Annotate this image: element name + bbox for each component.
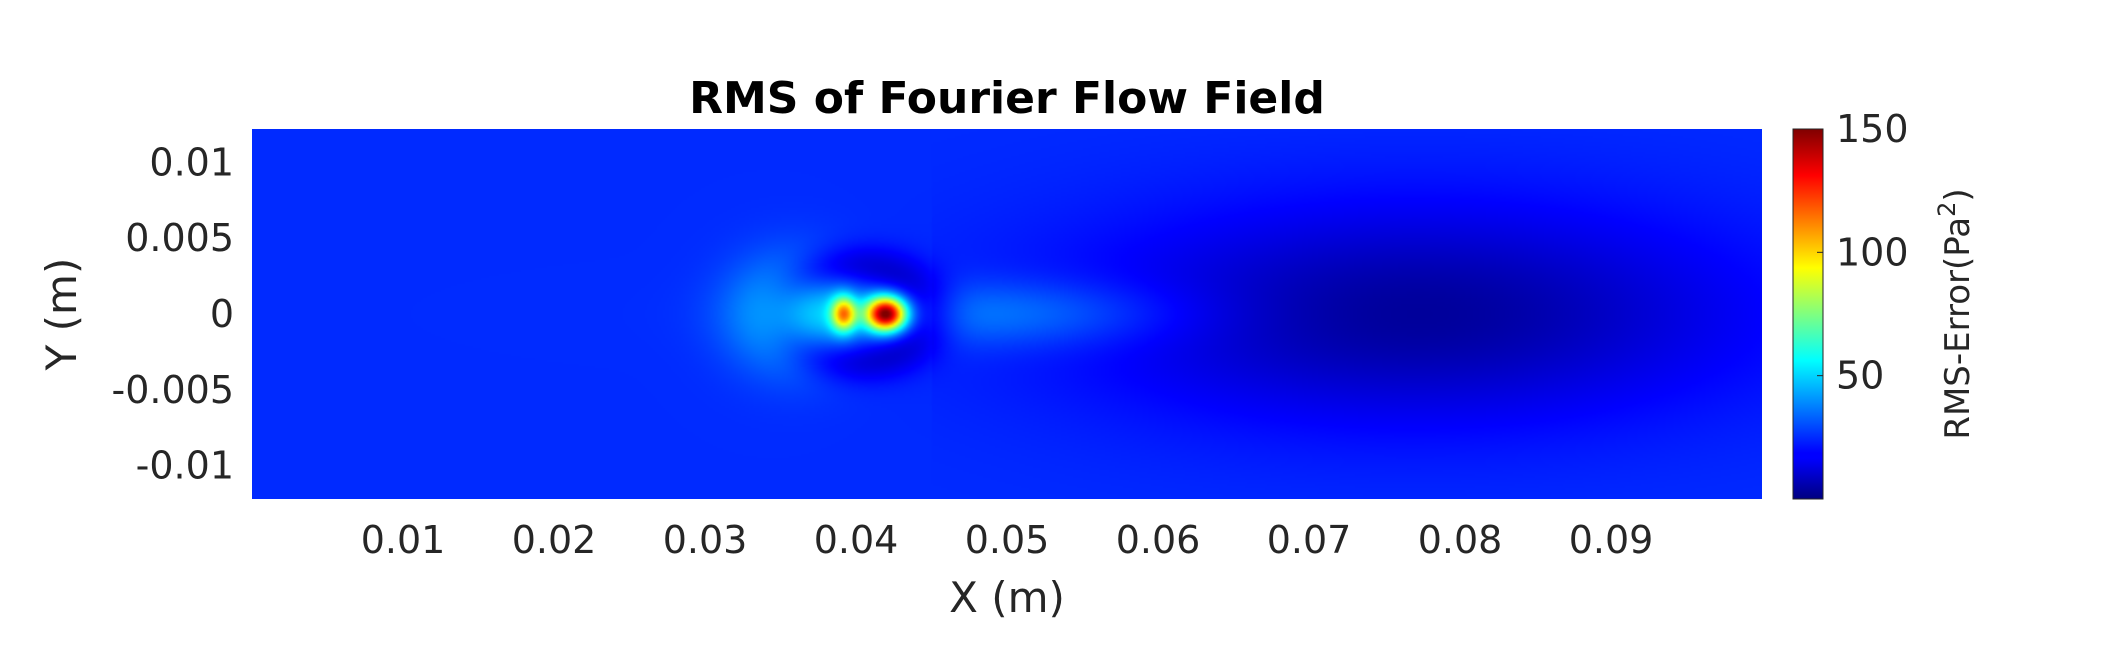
y-axis-label: Y (m) (37, 258, 86, 372)
x-tick-label: 0.06 (1116, 518, 1201, 562)
y-tick-labels: 0.01 0.005 0 -0.005 -0.01 (112, 140, 235, 487)
colorbar-label-superscript: 2 (1933, 202, 1961, 217)
colorbar-ticks: 150 100 50 (1817, 107, 1909, 398)
colorbar-tick-label: 100 (1836, 230, 1909, 274)
colorbar-label: RMS-Error(Pa2) (1933, 188, 1978, 439)
chart-title: RMS of Fourier Flow Field (689, 73, 1325, 124)
x-tick-label: 0.08 (1418, 518, 1503, 562)
heatmap-field (252, 129, 1762, 499)
y-tick-label: 0.005 (125, 216, 234, 260)
colorbar-tick-label: 150 (1836, 107, 1909, 151)
x-tick-label: 0.02 (512, 518, 597, 562)
x-axis-label: X (m) (949, 573, 1065, 622)
x-tick-labels: 0.01 0.02 0.03 0.04 0.05 0.06 0.07 0.08 0.09 (361, 518, 1654, 562)
y-tick-label: 0 (210, 292, 234, 336)
x-tick-label: 0.03 (663, 518, 748, 562)
x-tick-label: 0.09 (1569, 518, 1654, 562)
colorbar-label-suffix: ) (1938, 188, 1978, 201)
x-tick-label: 0.04 (814, 518, 899, 562)
colorbar-label-main: RMS-Error(Pa (1938, 217, 1978, 440)
y-tick-label: -0.005 (112, 368, 235, 412)
x-tick-label: 0.01 (361, 518, 446, 562)
x-tick-label: 0.05 (965, 518, 1050, 562)
x-tick-label: 0.07 (1267, 518, 1352, 562)
y-tick-label: 0.01 (149, 140, 234, 184)
y-tick-label: -0.01 (136, 444, 234, 488)
heatmap-image (252, 129, 1762, 499)
colorbar-tick-label: 50 (1836, 354, 1884, 398)
colorbar (1792, 128, 1824, 500)
